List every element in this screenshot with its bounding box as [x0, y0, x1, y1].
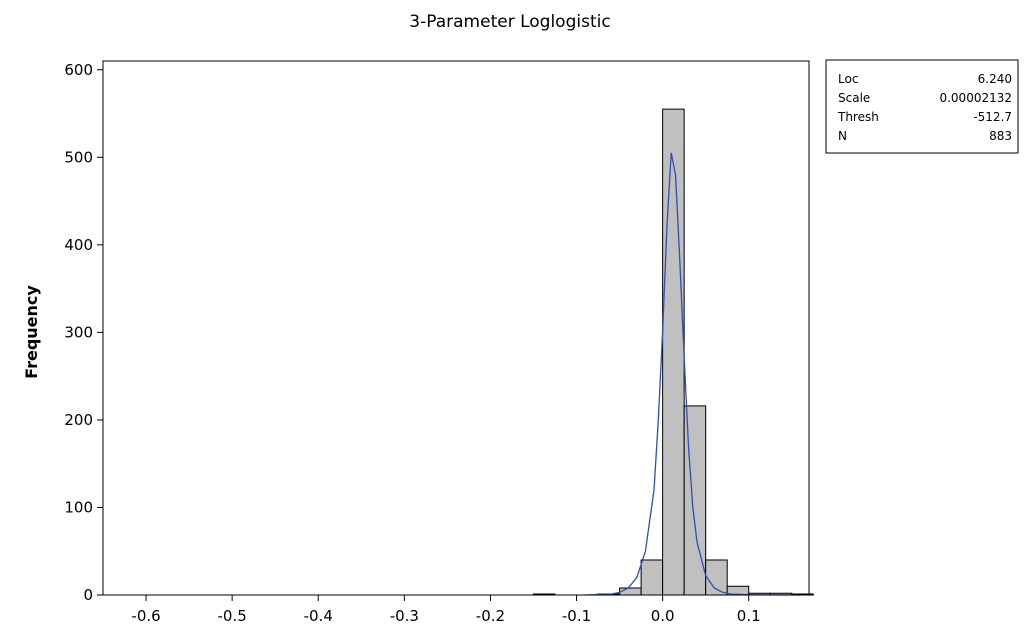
y-tick-label: 200 [64, 411, 93, 429]
y-tick-label: 300 [64, 323, 93, 341]
y-tick-label: 600 [64, 61, 93, 79]
x-tick-label: -0.4 [304, 607, 333, 625]
y-tick-label: 400 [64, 236, 93, 254]
x-tick-label: -0.6 [131, 607, 160, 625]
loglogistic-fit-curve [585, 152, 801, 596]
y-tick-label: 0 [83, 586, 93, 604]
x-tick-label: -0.3 [390, 607, 419, 625]
stat-label: Loc [838, 72, 858, 86]
plot-area-frame [102, 60, 810, 596]
stat-value: 883 [989, 129, 1012, 143]
y-axis-label: Frequency [22, 285, 41, 379]
fit-statistics-box: Loc 6.240 Scale 0.00002132 Thresh -512.7 N 883 [825, 59, 1019, 154]
fit-curve-layer [585, 152, 801, 596]
y-tick-label: 500 [64, 148, 93, 166]
stat-value: -512.7 [973, 110, 1012, 124]
histogram-bar [619, 587, 642, 596]
x-tick-label: -0.2 [476, 607, 505, 625]
stat-label: N [838, 129, 847, 143]
stat-label: Thresh [837, 110, 879, 124]
fit-statistics-frame [825, 59, 1019, 154]
stat-label: Scale [838, 91, 870, 105]
stat-value: 0.00002132 [939, 91, 1012, 105]
x-tick-label: 0.0 [651, 607, 675, 625]
stat-value: 6.240 [978, 72, 1012, 86]
chart-title: 3-Parameter Loglogistic [409, 12, 610, 32]
y-tick-label: 100 [64, 498, 93, 516]
y-axis: 0 100 200 300 400 500 600 [64, 61, 103, 604]
x-tick-label: -0.5 [218, 607, 247, 625]
x-tick-label: -0.1 [562, 607, 591, 625]
x-tick-label: 0.1 [737, 607, 761, 625]
histogram-bar [662, 108, 685, 596]
histogram-bars [532, 108, 814, 596]
x-axis: -0.6 -0.5 -0.4 -0.3 -0.2 -0.1 0.0 0.1 [131, 595, 761, 625]
histogram-bar [640, 559, 664, 596]
